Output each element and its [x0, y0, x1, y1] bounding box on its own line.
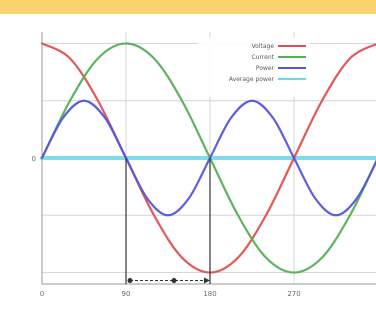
legend-label: Current: [251, 54, 274, 61]
annotation-arrowhead: [204, 277, 210, 284]
annotation-arrow-start: [127, 278, 133, 284]
y-tick-label: 0: [32, 155, 36, 163]
legend-label: Power: [256, 65, 275, 72]
legend-label: Voltage: [251, 43, 274, 50]
legend: Voltage Current Power Average power: [198, 37, 310, 97]
header-strip: [0, 0, 376, 14]
x-tick-label: 0: [40, 290, 44, 298]
annotations: [125, 158, 211, 284]
legend-label: Average power: [229, 76, 275, 83]
tick-labels: 0 90 180 270 0: [32, 155, 301, 298]
x-tick-label: 90: [122, 290, 131, 298]
chart-frame: 0 90 180 270 0 Voltage Current Power Average po…: [0, 14, 376, 325]
line-chart: 0 90 180 270 0 Voltage Current Power Average po…: [32, 32, 376, 298]
annotation-arrow-mid: [171, 278, 177, 284]
x-tick-label: 270: [287, 290, 300, 298]
x-tick-label: 180: [203, 290, 216, 298]
